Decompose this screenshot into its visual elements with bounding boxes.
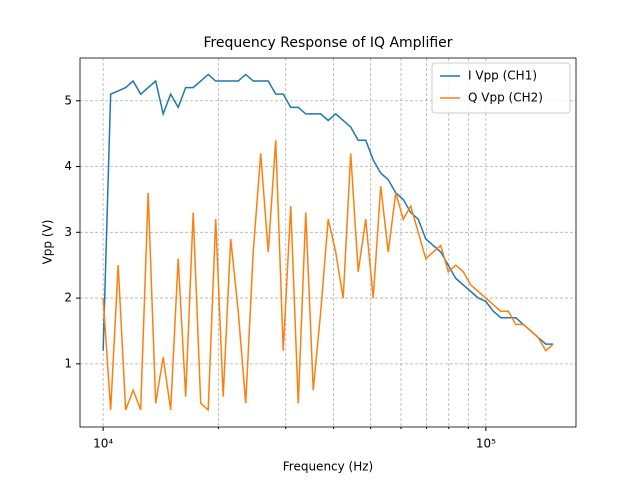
- x-axis-label: Frequency (Hz): [283, 460, 374, 474]
- y-tick-label: 2: [64, 291, 72, 305]
- plot-frame: [79, 57, 577, 428]
- legend-label: I Vpp (CH1): [468, 69, 537, 83]
- legend-box: [431, 62, 571, 114]
- y-tick-label: 5: [64, 93, 72, 107]
- y-tick-label: 1: [64, 356, 72, 370]
- x-tick-label: 10⁴: [93, 437, 113, 451]
- legend-label: Q Vpp (CH2): [468, 91, 543, 105]
- y-tick-label: 4: [64, 159, 72, 173]
- y-tick-label: 3: [64, 225, 72, 239]
- x-tick-label: 10⁵: [476, 437, 496, 451]
- data-line: [102, 140, 554, 412]
- chart-title: Frequency Response of IQ Amplifier: [203, 35, 452, 51]
- y-axis-label: Vpp (V): [41, 220, 55, 265]
- data-line: [102, 73, 554, 351]
